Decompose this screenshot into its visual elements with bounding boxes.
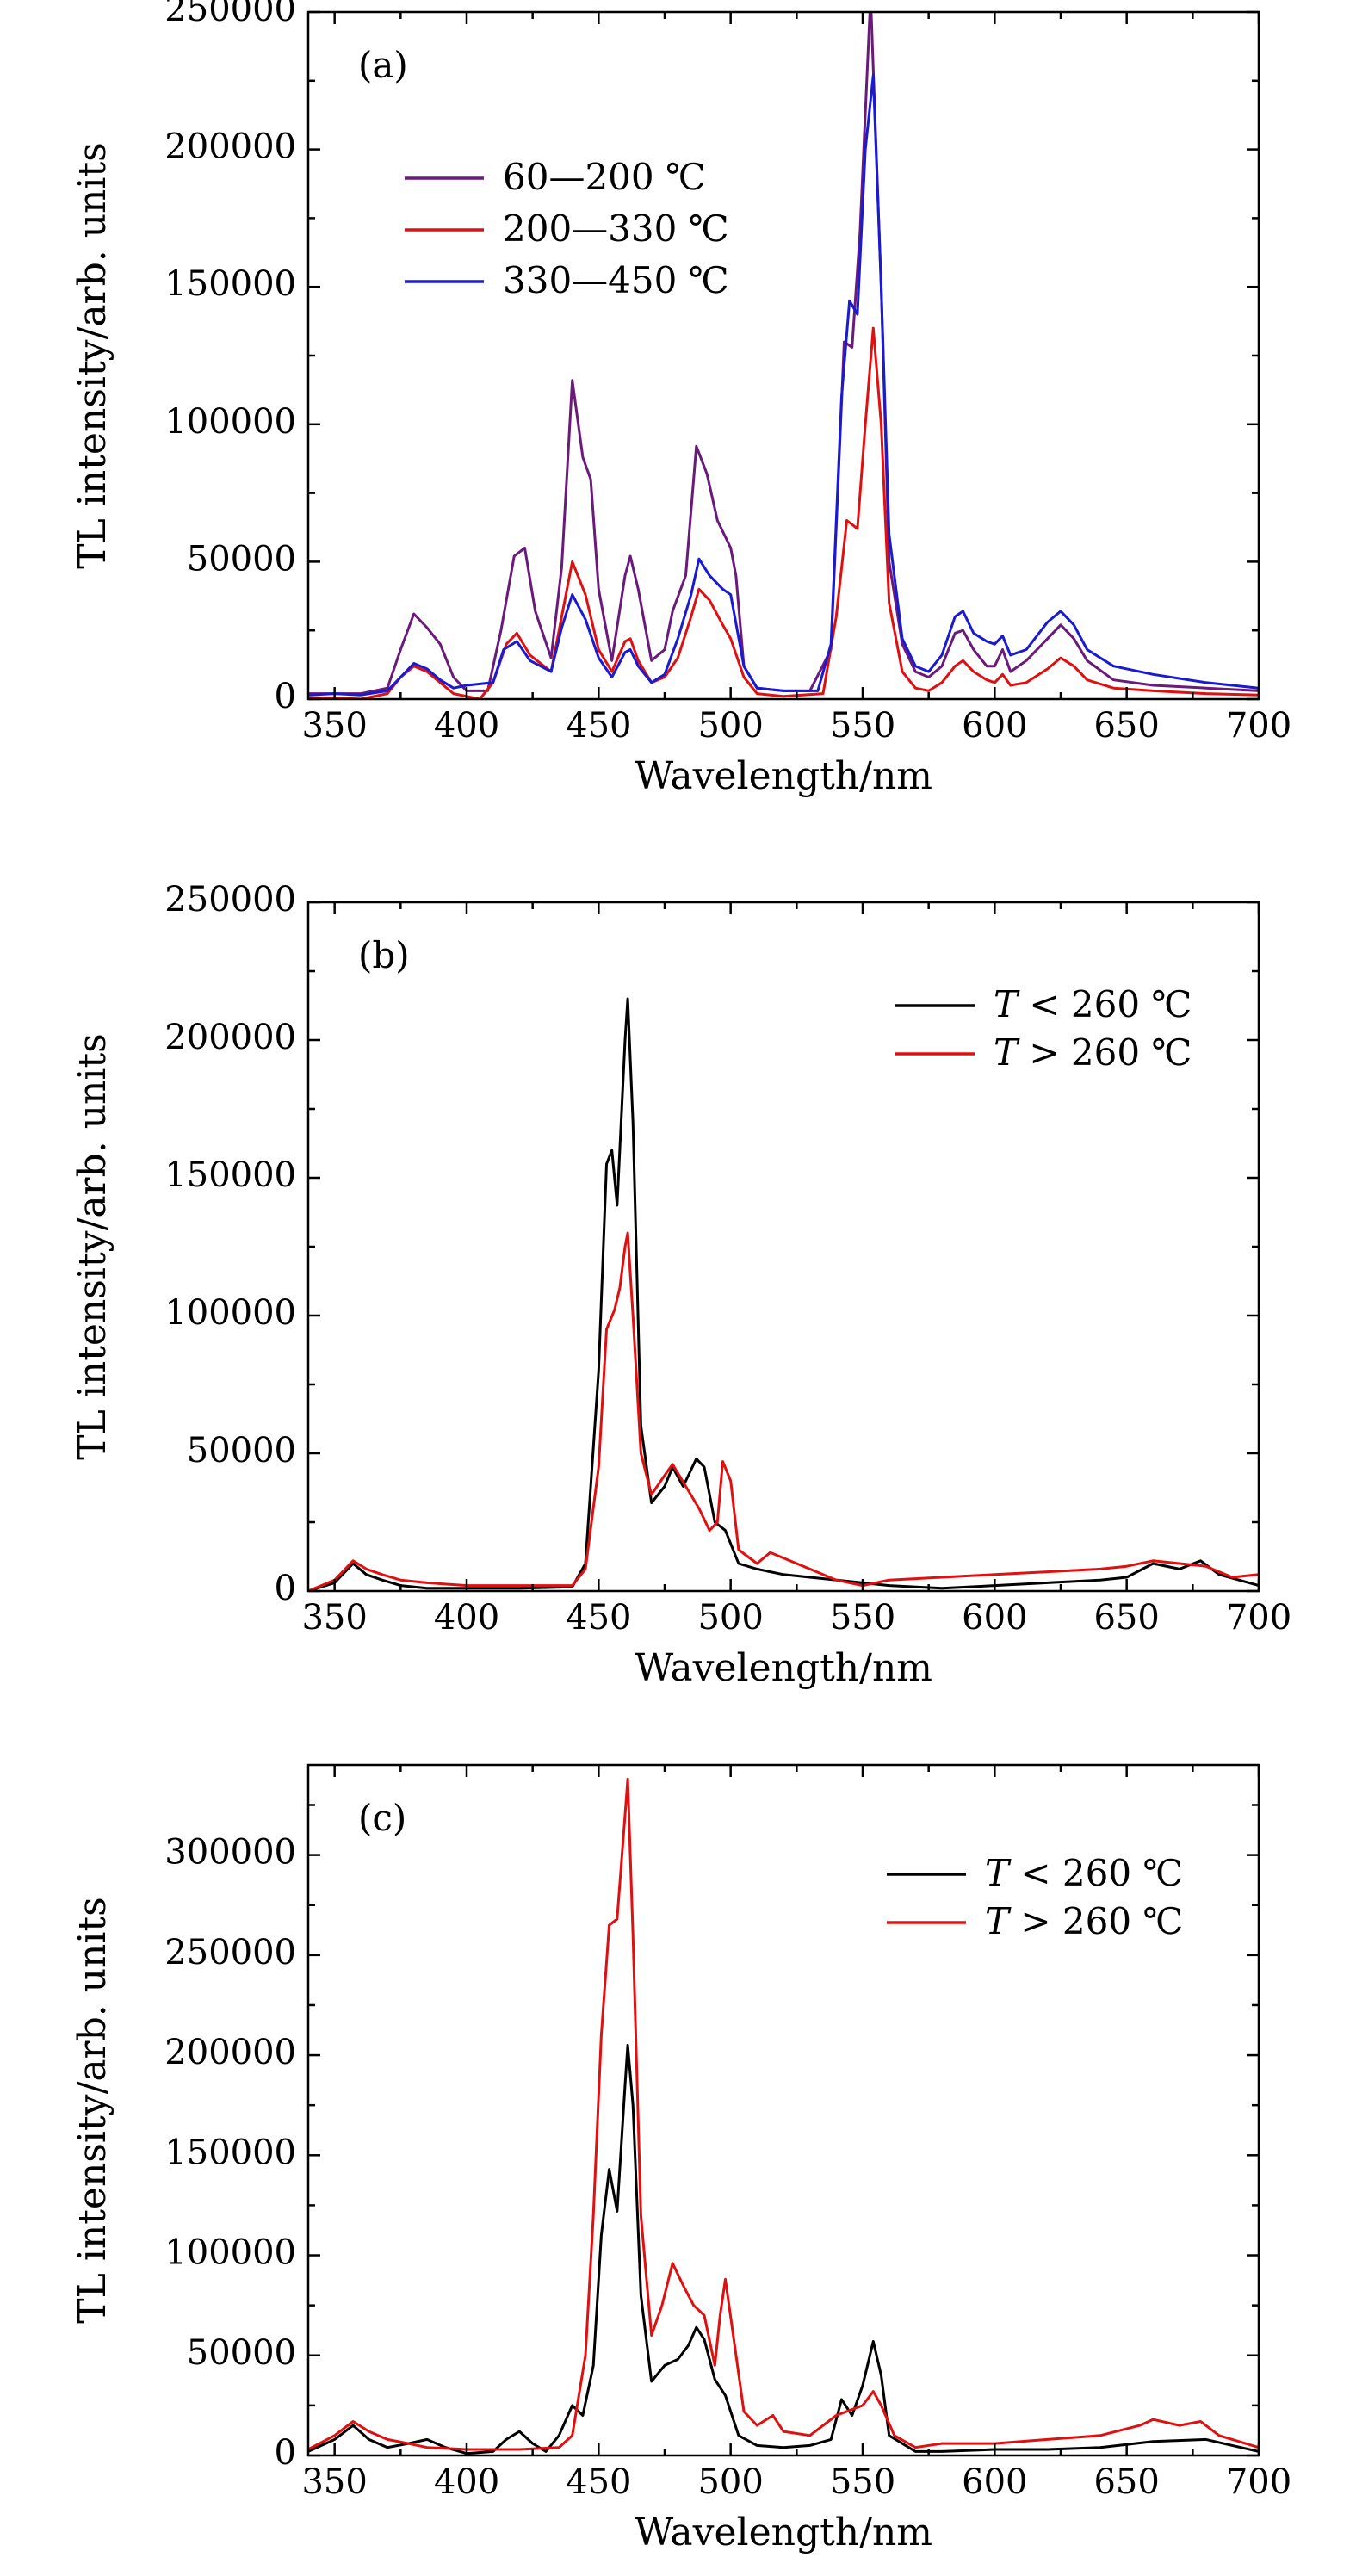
y-tick-label: 150000 xyxy=(164,2133,296,2172)
legend: T < 260 ℃ T > 260 ℃ xyxy=(895,983,1192,1074)
x-tick-label: 650 xyxy=(1093,2462,1159,2502)
y-tick-label: 200000 xyxy=(164,2033,296,2072)
series-line-1 xyxy=(308,997,1259,1591)
y-axis-label: TL intensity/arb. units xyxy=(71,1897,115,2323)
x-tick-label: 700 xyxy=(1226,706,1291,746)
x-tick-label: 400 xyxy=(434,1598,499,1638)
legend-label: T < 260 ℃ xyxy=(985,1852,1183,1894)
y-tick-label: 300000 xyxy=(164,1833,296,1873)
y-tick-label: 50000 xyxy=(187,1431,296,1471)
legend-label: T > 260 ℃ xyxy=(985,1900,1183,1942)
panel-label: (b) xyxy=(358,934,410,976)
x-tick-label: 450 xyxy=(566,706,631,746)
y-tick-label: 150000 xyxy=(164,264,296,304)
x-tick-label: 400 xyxy=(434,706,499,746)
series-line-2 xyxy=(308,1231,1259,1591)
y-tick-label: 200000 xyxy=(164,127,296,167)
y-tick-label: 50000 xyxy=(187,539,296,579)
legend-label: T > 260 ℃ xyxy=(994,1031,1192,1074)
plot-frame xyxy=(306,1763,1260,2457)
chart-panel-b: 350 400 450 500 550 600 650 700 0 50000 100000 1500… xyxy=(71,880,1291,1690)
y-tick-label: 0 xyxy=(275,677,296,716)
x-tick-label: 700 xyxy=(1226,2462,1291,2502)
series-line-1 xyxy=(308,12,1259,696)
legend-label: T < 260 ℃ xyxy=(994,983,1192,1025)
y-tick-label: 50000 xyxy=(187,2333,296,2373)
x-axis-label: Wavelength/nm xyxy=(635,1646,932,1690)
y-tick-label: 250000 xyxy=(164,1933,296,1972)
x-tick-label: 400 xyxy=(434,2462,499,2502)
x-tick-label: 550 xyxy=(830,2462,895,2502)
x-tick-label: 600 xyxy=(962,2462,1027,2502)
x-tick-label: 450 xyxy=(566,1598,631,1638)
legend: 60—200 ℃ 200—330 ℃ 330—450 ℃ xyxy=(405,156,729,301)
y-tick-label: 200000 xyxy=(164,1018,296,1057)
y-tick-label: 100000 xyxy=(164,402,296,442)
x-tick-label: 350 xyxy=(301,706,367,746)
x-tick-label: 500 xyxy=(697,2462,763,2502)
x-tick-label: 600 xyxy=(962,706,1027,746)
chart-panel-a: 350 400 450 500 550 600 650 700 0 50000 100000 1500… xyxy=(71,0,1291,798)
y-tick-label: 0 xyxy=(275,1569,296,1608)
x-axis-label: Wavelength/nm xyxy=(635,754,932,798)
legend-label: 330—450 ℃ xyxy=(503,259,729,301)
x-tick-label: 550 xyxy=(830,1598,895,1638)
legend-label: 200—330 ℃ xyxy=(503,207,729,250)
x-tick-label: 650 xyxy=(1093,706,1159,746)
x-tick-label: 350 xyxy=(301,2462,367,2502)
x-tick-label: 700 xyxy=(1226,1598,1291,1638)
y-tick-label: 250000 xyxy=(164,0,296,29)
legend: T < 260 ℃ T > 260 ℃ xyxy=(887,1852,1183,1942)
y-axis-label: TL intensity/arb. units xyxy=(71,1033,115,1459)
y-axis-label: TL intensity/arb. units xyxy=(71,142,115,568)
y-tick-label: 0 xyxy=(275,2433,296,2473)
x-tick-label: 350 xyxy=(301,1598,367,1638)
panel-label: (a) xyxy=(358,44,408,86)
plot-frame xyxy=(306,10,1260,701)
x-tick-label: 650 xyxy=(1093,1598,1159,1638)
y-tick-label: 100000 xyxy=(164,2233,296,2273)
y-tick-label: 150000 xyxy=(164,1155,296,1195)
x-tick-label: 450 xyxy=(566,2462,631,2502)
x-axis-label: Wavelength/nm xyxy=(635,2511,932,2554)
legend-label: 60—200 ℃ xyxy=(503,156,706,198)
x-tick-label: 500 xyxy=(697,706,763,746)
x-tick-label: 550 xyxy=(830,706,895,746)
series-line-1 xyxy=(308,2043,1259,2455)
y-tick-label: 100000 xyxy=(164,1293,296,1333)
y-tick-label: 250000 xyxy=(164,880,296,920)
series-line-3 xyxy=(308,73,1259,697)
panel-label: (c) xyxy=(358,1797,406,1839)
x-tick-label: 600 xyxy=(962,1598,1027,1638)
series-line-2 xyxy=(308,326,1259,699)
chart-panel-c: 350 400 450 500 550 600 650 700 0 50000 100000 1500… xyxy=(71,1763,1291,2554)
x-tick-label: 500 xyxy=(697,1598,763,1638)
